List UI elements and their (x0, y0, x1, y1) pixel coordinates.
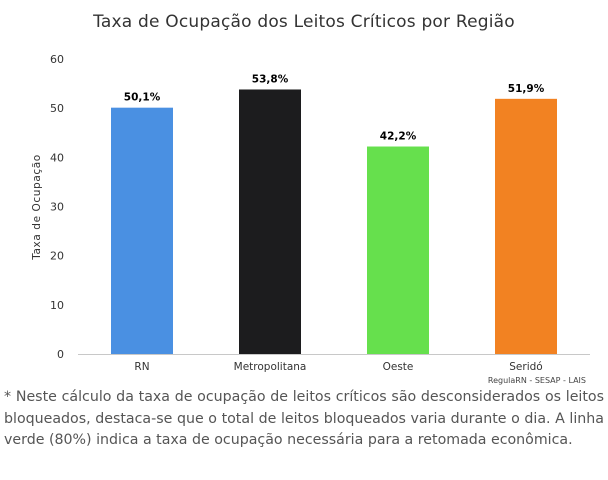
x-tick-label: Metropolitana (234, 361, 307, 373)
x-tick-label: Seridó (509, 361, 542, 373)
x-axis: RN Metropolitana Oeste Seridó (78, 354, 590, 373)
footnote: * Neste cálculo da taxa de ocupação de l… (4, 389, 604, 448)
y-tick-label: 60 (50, 53, 64, 66)
x-tick-label: RN (134, 361, 149, 373)
y-tick-label: 0 (57, 348, 64, 361)
bar-value-label: 42,2% (380, 131, 417, 143)
y-tick-label: 20 (50, 250, 64, 263)
source-credit: RegulaRN - SESAP - LAIS (487, 376, 586, 385)
bar-value-label: 53,8% (252, 73, 289, 85)
y-tick-label: 40 (50, 151, 64, 164)
bar (239, 89, 301, 354)
chart-title: Taxa de Ocupação dos Leitos Críticos por… (93, 12, 515, 32)
y-axis: 0 10 20 30 40 50 60 (50, 53, 64, 361)
x-tick-label: Oeste (383, 361, 414, 373)
bars: 50,1% 53,8% 42,2% 51,9% (111, 73, 557, 354)
bar-value-label: 50,1% (124, 92, 161, 104)
bar (495, 98, 557, 354)
y-tick-label: 50 (50, 102, 64, 115)
bar (111, 107, 173, 354)
y-tick-label: 30 (50, 201, 64, 214)
y-tick-label: 10 (50, 299, 64, 312)
bar (367, 146, 429, 354)
y-axis-label: Taxa de Ocupação (31, 154, 43, 261)
bar-value-label: 51,9% (508, 83, 545, 95)
